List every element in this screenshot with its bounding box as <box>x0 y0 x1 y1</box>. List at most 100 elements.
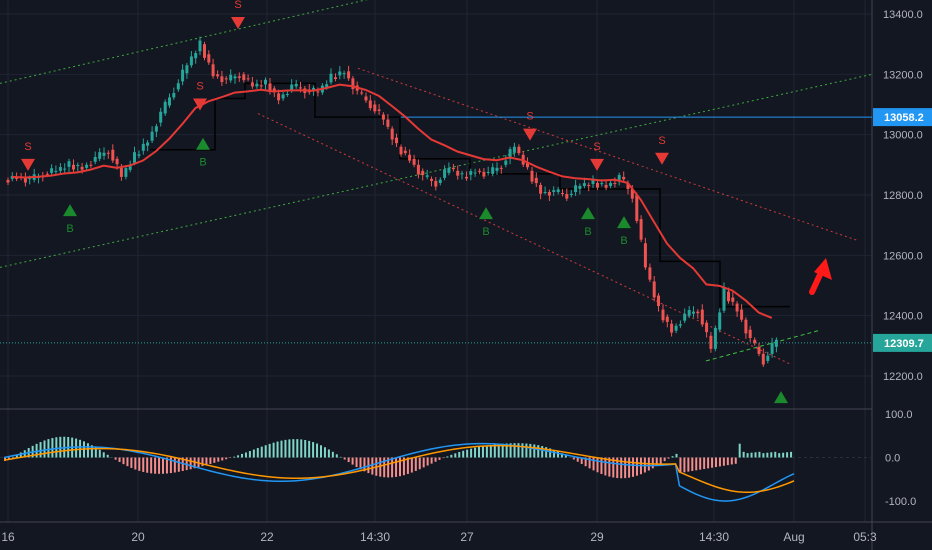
candle-body <box>539 184 543 194</box>
macd-histogram-bar <box>616 457 619 479</box>
macd-histogram-bar <box>722 457 725 466</box>
candle-body <box>281 94 285 99</box>
candle-body <box>347 71 351 79</box>
macd-histogram-bar <box>517 443 520 458</box>
macd-histogram-bar <box>489 444 492 458</box>
candle-body <box>665 316 669 322</box>
macd-histogram-bar <box>478 446 480 458</box>
candle-body <box>709 335 713 349</box>
candle-body <box>146 142 150 146</box>
macd-histogram-bar <box>288 439 291 458</box>
macd-tick-label: 100.0 <box>885 409 913 421</box>
macd-histogram-bar <box>387 457 390 478</box>
candle-body <box>137 154 141 156</box>
candle-body <box>233 76 237 79</box>
macd-histogram-bar <box>529 443 532 458</box>
macd-histogram-bar <box>474 447 477 458</box>
macd-histogram-bar <box>481 446 484 458</box>
macd-histogram-bar <box>233 456 236 458</box>
sell-triangle-icon <box>193 98 207 111</box>
macd-histogram-bar <box>410 457 413 473</box>
sell-triangle-icon <box>231 17 245 30</box>
candle-body <box>534 177 538 184</box>
macd-histogram-bar <box>695 457 698 471</box>
candle-body <box>421 170 425 176</box>
candle-body <box>115 158 119 165</box>
candle-body <box>482 171 486 177</box>
signals: S B S B S B S B S B S <box>21 0 832 404</box>
macd-histogram-bar <box>513 443 516 458</box>
macd-histogram-bar <box>470 448 473 458</box>
macd-histogram-bar <box>371 457 374 475</box>
candle-body <box>587 184 591 186</box>
candle-body <box>561 192 564 194</box>
macd-histogram-bar <box>241 453 243 458</box>
macd-histogram-bar <box>596 457 599 473</box>
macd-histogram-bar <box>320 445 322 458</box>
macd-histogram-bar <box>138 457 141 471</box>
candle-body <box>460 173 464 175</box>
candle-body <box>648 267 652 280</box>
macd-histogram-bar <box>383 457 386 478</box>
candle-body <box>705 322 709 333</box>
candle-body <box>582 183 586 186</box>
time-tick-label: 16 <box>1 530 15 544</box>
macd-histogram-bar <box>237 455 240 458</box>
candle-body <box>163 101 167 114</box>
candle-body <box>735 303 739 312</box>
macd-histogram-bar <box>55 437 58 458</box>
price-axis[interactable]: 12200.0 12400.0 12600.0 12800.0 13000.0 13200… <box>873 9 932 508</box>
macd-histogram-bar <box>687 457 690 472</box>
candle-body <box>774 339 778 347</box>
candle-body <box>761 353 765 365</box>
macd-histogram-bar <box>557 451 559 458</box>
candle-body <box>430 178 433 181</box>
macd-histogram-bar <box>402 457 405 476</box>
candle-body <box>486 172 490 174</box>
candle-body <box>556 189 560 192</box>
candle-body <box>268 83 272 93</box>
macd-histogram-bar <box>691 457 694 471</box>
macd-histogram-bar <box>134 457 137 470</box>
candle-body <box>299 87 302 89</box>
candle-body <box>687 310 691 316</box>
candle-body <box>198 40 202 52</box>
macd-histogram-bar <box>651 457 654 469</box>
macd-histogram-bar <box>592 457 595 471</box>
candle-body <box>731 297 735 302</box>
green-channel-upper <box>0 0 368 84</box>
candle-body <box>229 74 233 81</box>
candle-body <box>203 44 206 58</box>
macd-histogram-bar <box>98 449 101 458</box>
macd-histogram-bar <box>572 457 575 460</box>
candle-body <box>770 343 774 354</box>
candle-body <box>50 168 54 173</box>
macd-histogram-bar <box>165 457 168 474</box>
candle-body <box>416 164 420 175</box>
macd-histogram-bar <box>252 449 255 458</box>
sell-label: S <box>526 111 533 123</box>
candle-body <box>469 171 473 175</box>
macd-histogram-bar <box>707 457 710 469</box>
macd-histogram-bar <box>193 457 196 469</box>
candle-body <box>102 152 106 156</box>
macd-histogram-bar <box>525 443 528 458</box>
time-axis[interactable]: 16 20 22 14:30 27 29 14:30 Aug 05:3 <box>1 530 877 544</box>
macd-histogram-bar <box>347 457 350 463</box>
macd-histogram-bar <box>335 454 338 458</box>
sell-label: S <box>196 81 203 93</box>
macd-histogram-bar <box>545 447 548 458</box>
macd-histogram-bar <box>726 457 729 466</box>
candle-body <box>569 193 573 195</box>
candle-body <box>325 84 329 88</box>
candle-body <box>264 79 267 85</box>
price-tick-label: 13000.0 <box>883 130 923 142</box>
candle-body <box>373 104 377 112</box>
candle-body <box>329 73 333 83</box>
candle-body <box>473 172 477 174</box>
candle-body <box>89 164 93 166</box>
candle-body <box>552 190 556 192</box>
arrow-head <box>814 258 832 280</box>
buy-label: B <box>584 226 591 238</box>
